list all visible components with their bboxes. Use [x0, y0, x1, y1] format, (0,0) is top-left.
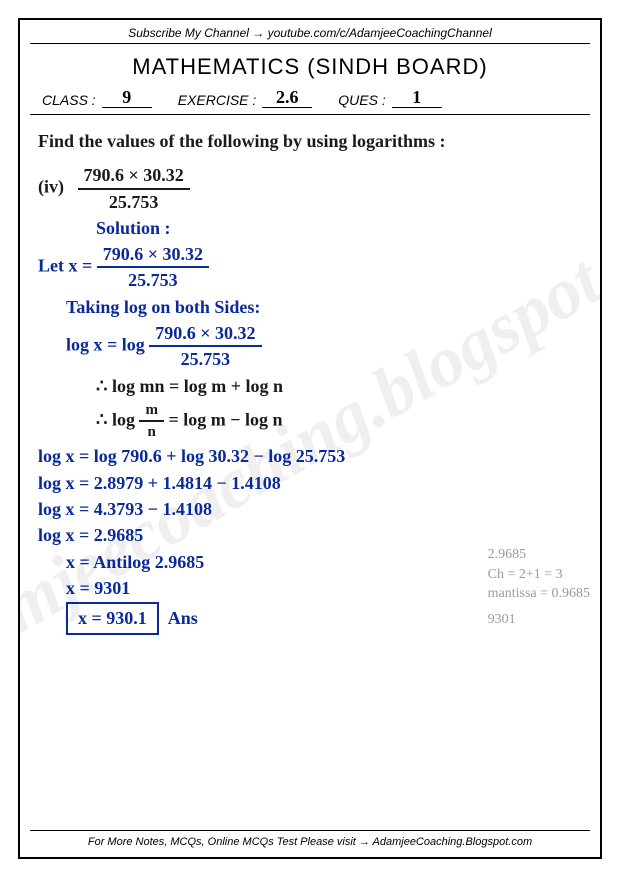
log-rule-product: ∴ log mn = log m + log n [96, 374, 582, 398]
page-title: MATHEMATICS (SINDH BOARD) [20, 44, 600, 86]
expr-numerator: 790.6 × 30.32 [78, 163, 190, 189]
footer-bar: For More Notes, MCQs, Online MCQs Test P… [30, 830, 590, 853]
ques-label: QUES : [338, 92, 385, 108]
ans-label: Ans [168, 608, 198, 628]
ques-value: 1 [392, 88, 442, 108]
rule2-den: n [139, 422, 164, 442]
let-label: Let x = [38, 256, 92, 276]
let-fraction: 790.6 × 30.32 25.753 [97, 242, 209, 293]
side-l4: 9301 [488, 610, 590, 630]
question-prompt: Find the values of the following by usin… [38, 129, 582, 153]
log-expand: log x = log 790.6 + log 30.32 − log 25.7… [38, 444, 582, 468]
logx-den: 25.753 [149, 347, 261, 371]
rule2-fraction: m n [139, 400, 164, 443]
logx-eq: log x = log [66, 335, 145, 355]
expr-denominator: 25.753 [78, 190, 190, 214]
side-l2: Ch = 2+1 = 3 [488, 565, 590, 585]
meta-row: CLASS : 9 EXERCISE : 2.6 QUES : 1 [30, 86, 590, 115]
let-den: 25.753 [97, 268, 209, 292]
exercise-label: EXERCISE : [178, 92, 257, 108]
solution-heading: Solution : [96, 216, 582, 240]
logx-fraction: 790.6 × 30.32 25.753 [149, 321, 261, 372]
subscribe-banner: Subscribe My Channel → youtube.com/c/Ada… [30, 20, 590, 44]
question-part: (iv) [38, 177, 64, 197]
class-value: 9 [102, 88, 152, 108]
page-frame: Adamjeecoaching.blogspot.com Subscribe M… [18, 18, 602, 859]
log-values: log x = 2.8979 + 1.4814 − 1.4108 [38, 471, 582, 495]
side-l3: mantissa = 0.9685 [488, 584, 590, 604]
side-l1: 2.9685 [488, 545, 590, 565]
log-rule-quotient-b: = log m − log n [168, 409, 282, 429]
final-answer-box: x = 930.1 [66, 602, 159, 634]
taking-log: Taking log on both Sides: [66, 295, 582, 319]
question-expression: 790.6 × 30.32 25.753 [78, 163, 190, 214]
content-area: Find the values of the following by usin… [20, 115, 600, 651]
let-num: 790.6 × 30.32 [97, 242, 209, 268]
side-notes: 2.9685 Ch = 2+1 = 3 mantissa = 0.9685 93… [488, 545, 590, 629]
exercise-value: 2.6 [262, 88, 312, 108]
rule2-num: m [139, 400, 164, 422]
log-sum2: log x = 2.9685 [38, 523, 582, 547]
logx-num: 790.6 × 30.32 [149, 321, 261, 347]
class-label: CLASS : [42, 92, 96, 108]
log-rule-quotient-a: ∴ log [96, 409, 135, 429]
log-sum1: log x = 4.3793 − 1.4108 [38, 497, 582, 521]
